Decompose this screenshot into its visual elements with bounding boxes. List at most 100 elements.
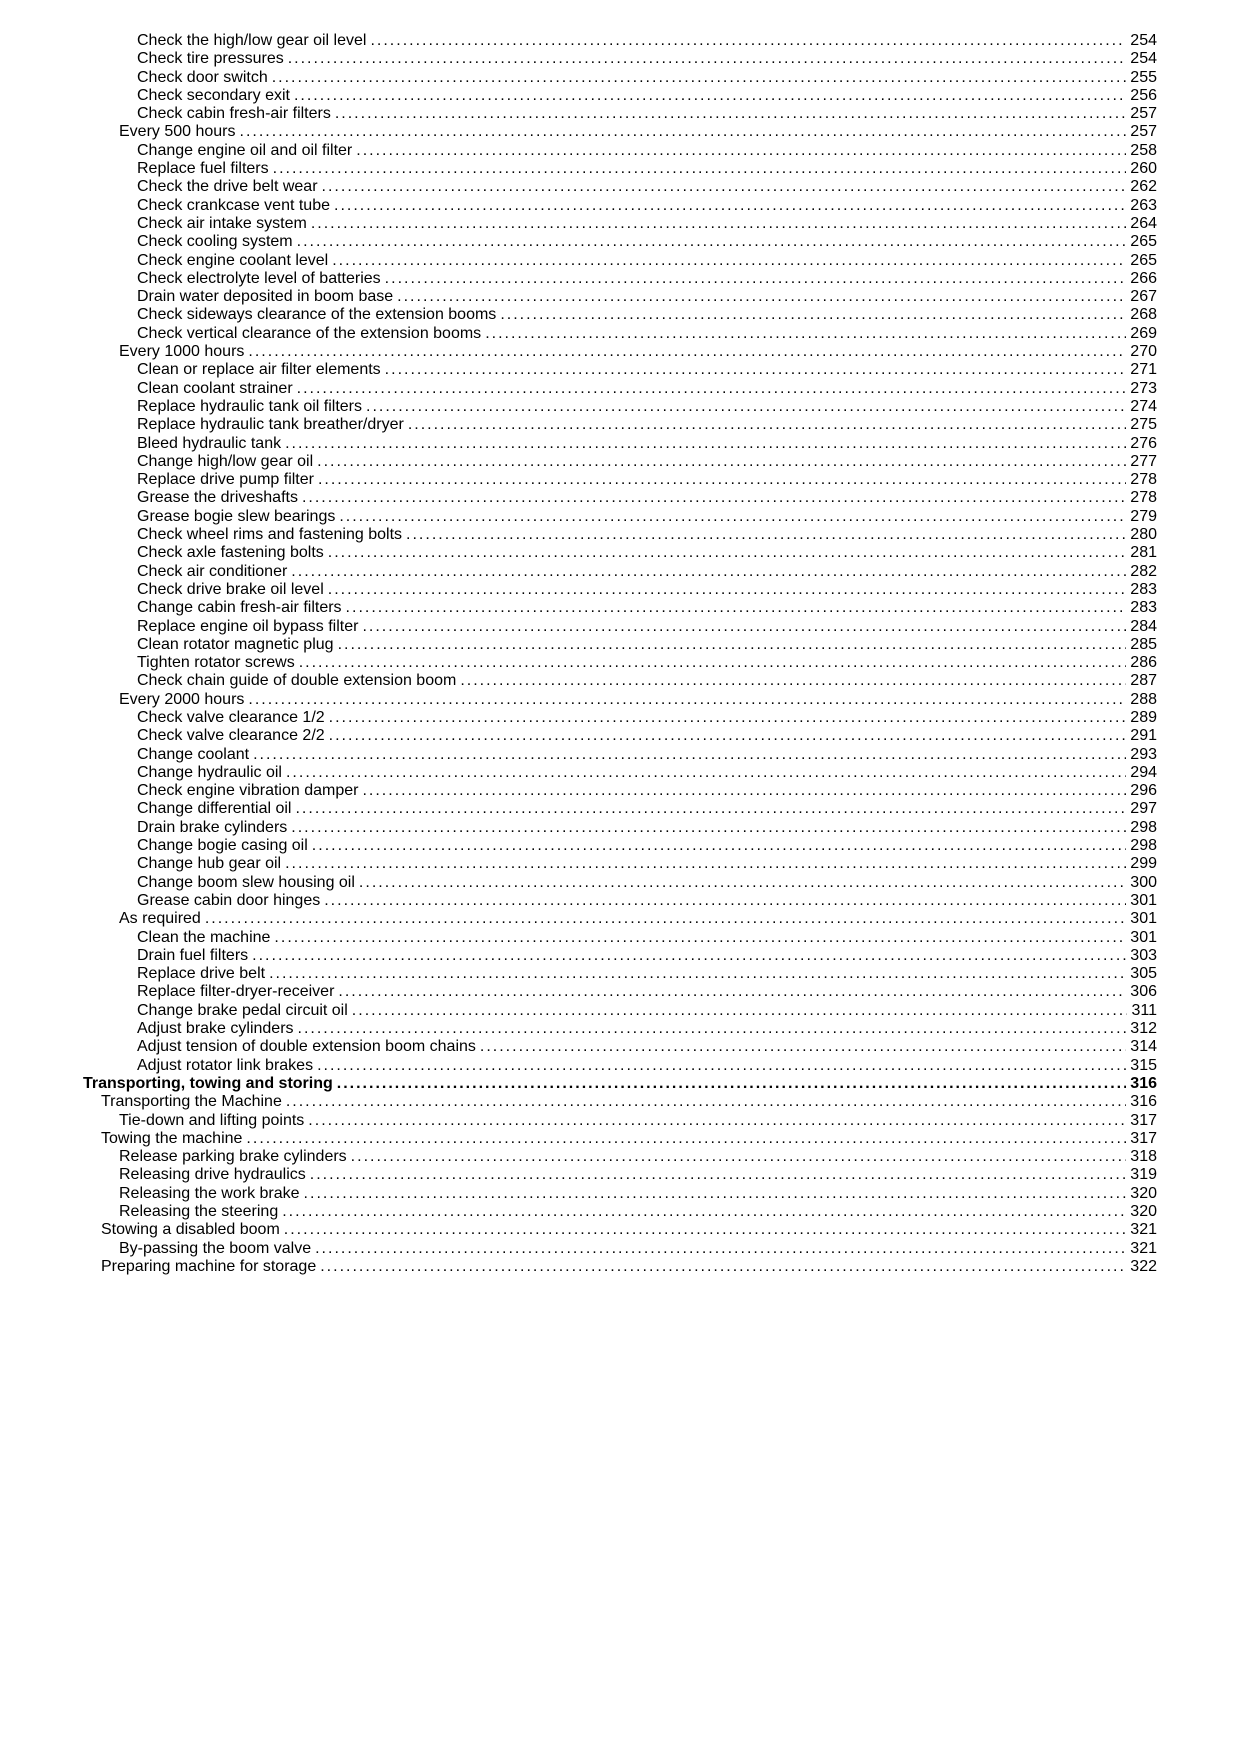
toc-entry-page: 286 <box>1126 654 1157 672</box>
toc-leader-dots <box>347 1148 1127 1166</box>
toc-leader-dots <box>358 782 1126 800</box>
toc-leader-dots <box>331 105 1126 123</box>
toc-entry: Tie-down and lifting points 317 <box>83 1112 1157 1130</box>
toc-leader-dots <box>298 489 1126 507</box>
toc-entry: Grease bogie slew bearings 279 <box>83 508 1157 526</box>
toc-leader-dots <box>325 709 1127 727</box>
toc-entry-page: 283 <box>1126 581 1157 599</box>
toc-entry: Check axle fastening bolts 281 <box>83 544 1157 562</box>
toc-entry: Change high/low gear oil 277 <box>83 453 1157 471</box>
toc-entry: Drain fuel filters 303 <box>83 947 1157 965</box>
toc-entry-title: Releasing the steering <box>119 1203 278 1221</box>
toc-entry-title: Check wheel rims and fastening bolts <box>137 526 402 544</box>
toc-leader-dots <box>334 983 1126 1001</box>
toc-entry-title: Change coolant <box>137 746 249 764</box>
toc-entry-title: Adjust tension of double extension boom … <box>137 1038 476 1056</box>
toc-entry: Grease the driveshafts 278 <box>83 489 1157 507</box>
toc-entry-page: 275 <box>1126 416 1157 434</box>
toc-entry-page: 289 <box>1126 709 1157 727</box>
toc-entry-page: 291 <box>1126 727 1157 745</box>
toc-leader-dots <box>278 1203 1126 1221</box>
toc-entry: Transporting the Machine 316 <box>83 1093 1157 1111</box>
toc-entry: Towing the machine 317 <box>83 1130 1157 1148</box>
toc-entry-page: 254 <box>1126 50 1157 68</box>
toc-entry-page: 257 <box>1126 123 1157 141</box>
toc-entry-page: 265 <box>1126 252 1157 270</box>
toc-leader-dots <box>330 197 1126 215</box>
toc-entry: Check engine vibration damper 296 <box>83 782 1157 800</box>
toc-entry-title: Grease cabin door hinges <box>137 892 320 910</box>
toc-entry: Check chain guide of double extension bo… <box>83 672 1157 690</box>
toc-leader-dots <box>333 1075 1127 1093</box>
toc-entry-title: Every 2000 hours <box>119 691 244 709</box>
toc-entry-title: Check engine vibration damper <box>137 782 358 800</box>
toc-entry-title: Towing the machine <box>101 1130 242 1148</box>
toc-entry-page: 264 <box>1126 215 1157 233</box>
toc-leader-dots <box>300 1185 1127 1203</box>
toc-entry-page: 262 <box>1126 178 1157 196</box>
toc-entry: Check sideways clearance of the extensio… <box>83 306 1157 324</box>
toc-entry-page: 298 <box>1126 819 1157 837</box>
toc-leader-dots <box>282 1093 1126 1111</box>
toc-entry-page: 301 <box>1126 892 1157 910</box>
toc-entry-page: 294 <box>1126 764 1157 782</box>
toc-entry-page: 311 <box>1127 1002 1157 1020</box>
toc-entry: Check secondary exit 256 <box>83 87 1157 105</box>
toc-entry-title: Stowing a disabled boom <box>101 1221 280 1239</box>
toc-entry-page: 318 <box>1126 1148 1157 1166</box>
toc-entry-title: As required <box>119 910 201 928</box>
toc-entry-title: Check engine coolant level <box>137 252 328 270</box>
toc-entry: Change engine oil and oil filter 258 <box>83 142 1157 160</box>
toc-leader-dots <box>402 526 1126 544</box>
toc-entry-page: 282 <box>1126 563 1157 581</box>
toc-leader-dots <box>381 361 1127 379</box>
toc-entry-page: 322 <box>1126 1258 1157 1276</box>
toc-entry: Check the high/low gear oil level 254 <box>83 32 1157 50</box>
toc-entry-page: 269 <box>1126 325 1157 343</box>
toc-entry-page: 321 <box>1126 1221 1157 1239</box>
toc-entry-title: Check secondary exit <box>137 87 290 105</box>
toc-entry-title: Release parking brake cylinders <box>119 1148 347 1166</box>
toc-entry: Clean coolant strainer 273 <box>83 380 1157 398</box>
toc-entry-page: 296 <box>1126 782 1157 800</box>
toc-entry-page: 263 <box>1126 197 1157 215</box>
toc-leader-dots <box>282 764 1126 782</box>
toc-leader-dots <box>244 343 1126 361</box>
toc-leader-dots <box>293 233 1127 251</box>
toc-entry-page: 300 <box>1126 874 1157 892</box>
toc-entry: Check wheel rims and fastening bolts 280 <box>83 526 1157 544</box>
toc-leader-dots <box>404 416 1126 434</box>
toc-leader-dots <box>269 160 1127 178</box>
toc-leader-dots <box>335 508 1126 526</box>
toc-entry: Replace hydraulic tank breather/dryer 27… <box>83 416 1157 434</box>
toc-entry-page: 274 <box>1126 398 1157 416</box>
toc-entry-title: Replace engine oil bypass filter <box>137 618 358 636</box>
toc-entry-page: 301 <box>1126 929 1157 947</box>
toc-entry-title: Transporting, towing and storing <box>83 1075 333 1093</box>
toc-leader-dots <box>308 837 1127 855</box>
toc-entry-title: Replace hydraulic tank breather/dryer <box>137 416 404 434</box>
toc-entry: Check cooling system 265 <box>83 233 1157 251</box>
toc-entry-title: Check the drive belt wear <box>137 178 318 196</box>
toc-entry-page: 278 <box>1126 471 1157 489</box>
toc-entry: Check vertical clearance of the extensio… <box>83 325 1157 343</box>
toc-leader-dots <box>294 1020 1127 1038</box>
toc-entry-title: Check axle fastening bolts <box>137 544 324 562</box>
toc-leader-dots <box>328 252 1126 270</box>
toc-entry-title: Check cooling system <box>137 233 293 251</box>
toc-entry-title: Change boom slew housing oil <box>137 874 355 892</box>
toc-entry-title: Drain water deposited in boom base <box>137 288 393 306</box>
toc-entry-title: Change differential oil <box>137 800 291 818</box>
toc-entry-page: 254 <box>1126 32 1157 50</box>
toc-entry: Replace drive belt 305 <box>83 965 1157 983</box>
toc-entry: Check air conditioner 282 <box>83 563 1157 581</box>
toc-leader-dots <box>476 1038 1126 1056</box>
toc-entry-title: Change engine oil and oil filter <box>137 142 352 160</box>
toc-leader-dots <box>244 691 1126 709</box>
toc-leader-dots <box>307 215 1126 233</box>
toc-entry-title: Check sideways clearance of the extensio… <box>137 306 496 324</box>
toc-entry: Release parking brake cylinders 318 <box>83 1148 1157 1166</box>
toc-entry-title: Drain brake cylinders <box>137 819 287 837</box>
toc-leader-dots <box>281 435 1126 453</box>
toc-entry: Clean rotator magnetic plug 285 <box>83 636 1157 654</box>
